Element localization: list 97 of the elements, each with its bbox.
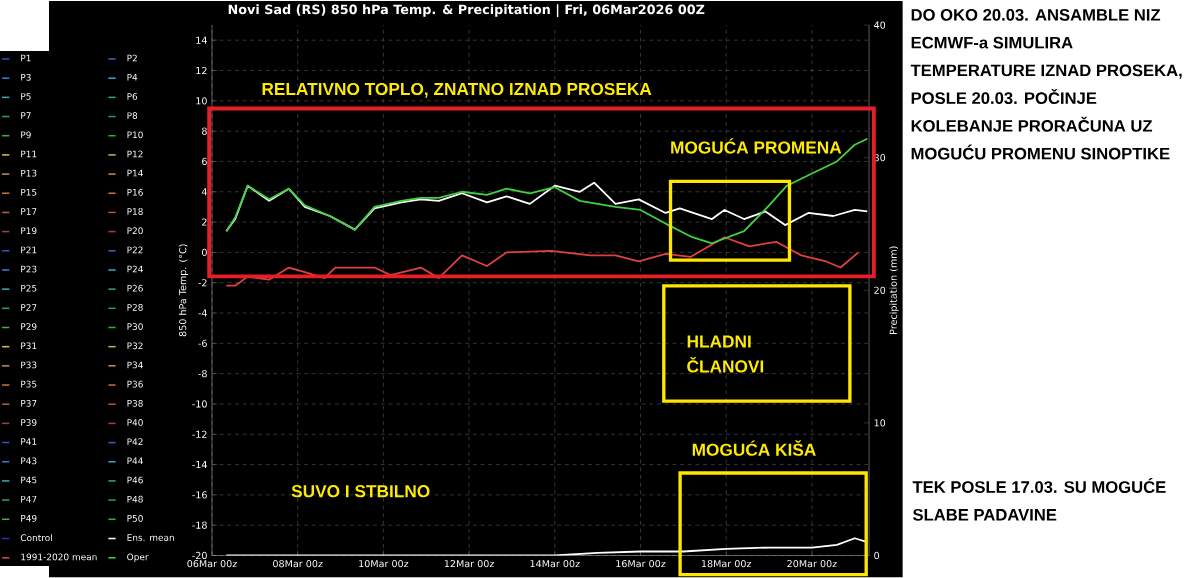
legend-label: P29 [21,323,37,331]
legend-label: P36 [127,380,143,388]
legend-label: P49 [21,515,37,522]
legend-label: P6 [127,93,138,101]
legend-label: P45 [21,476,37,484]
y2-tick-label: 10 [874,419,886,427]
legend-label: P39 [21,419,37,427]
legend-label: P2 [127,54,137,62]
x-tick-label: 08Mar 00z [273,560,323,568]
y-tick-label: -20 [192,552,207,560]
y-tick-label: 12 [196,67,207,75]
annotation: MOGUĆA KIŠA [692,440,816,457]
legend-label: P38 [127,400,143,407]
legend-label: Control [20,534,52,542]
y-tick-label: -8 [198,370,207,378]
legend-label: 1991-2020 mean [21,553,97,561]
legend-label: P14 [127,170,143,177]
legend-label: P27 [21,304,37,311]
x-tick-label: 12Mar 00z [444,560,494,568]
line-series [225,236,860,287]
x-tick-label: 20Mar 00z [787,560,837,568]
legend-label: P43 [21,457,37,465]
legend-label: P34 [127,361,143,369]
y-tick-label: 0 [202,248,207,257]
legend-label: P15 [21,189,37,196]
x-tick-label: 14Mar 00z [530,560,580,568]
legend-label: Ens. mean [127,534,174,542]
legend-label: P5 [21,93,31,100]
y-tick-label: -2 [198,279,207,287]
annotation: SUVO I STBILNO [291,485,430,498]
legend-label: P22 [127,246,143,254]
y-tick-label: 14 [196,36,207,44]
y-tick-label: -4 [198,309,207,317]
legend-label: P24 [127,265,143,273]
y2-axis-title: Precipitation (mm) [889,246,899,335]
line-series [225,181,869,233]
y-tick-label: 10 [196,97,207,105]
y-tick-label: 8 [202,127,207,135]
annotation: MOGUĆA PROMENA [671,138,842,154]
y-tick-label: -16 [192,491,207,499]
legend-label: P23 [21,265,37,273]
y2-tick-label: 40 [874,21,886,29]
y-tick-label: 2 [202,218,207,226]
legend-label: P30 [127,323,143,331]
legend-label: P50 [127,515,143,522]
legend-label: P48 [127,496,143,503]
annotation: RELATIVNO TOPLO, ZNATNO IZNAD PROSEKA [262,83,652,98]
y-tick-label: -6 [198,339,207,348]
line-series [225,138,869,245]
legend-label: P32 [127,342,143,350]
legend-label: P4 [127,74,138,81]
y-tick-label: -14 [192,461,207,469]
legend-label: P21 [21,246,37,254]
legend-label: P41 [21,438,37,446]
x-tick-label: 06Mar 00z [187,560,237,568]
text: TEK POSLE 17.03. SU MOGUĆE SLABE PADAVINE [912,478,1166,521]
legend-label: P19 [21,227,37,235]
legend-label: P26 [127,285,143,292]
legend-label: P31 [21,342,37,350]
legend-label: P25 [21,285,37,292]
legend-label: P47 [21,496,37,503]
legend-label: P1 [21,55,31,62]
legend-label: P20 [127,227,143,235]
legend-label: P28 [127,304,143,312]
legend-label: Oper [127,553,149,563]
y2-tick-label: 0 [874,552,880,560]
legend-label: P37 [21,400,37,407]
legend-label: P46 [127,476,143,484]
y-tick-label: 6 [202,158,207,166]
legend-label: P10 [127,131,143,139]
legend-label: P44 [127,457,143,465]
legend-label: P7 [21,112,31,120]
legend-label: P40 [127,419,143,427]
legend-label: P33 [21,361,37,369]
y-tick-label: -10 [192,400,207,408]
legend-label: P13 [21,170,37,177]
legend-label: P12 [127,150,143,158]
y-tick-label: 4 [201,188,207,196]
chart-title: Novi Sad (RS) 850 hPa Temp. & Precipitation | Fri, 06Mar2026 00Z [228,4,705,18]
y-tick-label: -18 [192,521,207,530]
legend-label: P42 [127,438,143,446]
legend-label: P17 [21,208,37,215]
y2-tick-label: 20 [874,286,886,295]
legend-label: P8 [127,112,138,120]
legend-label: P11 [21,150,37,158]
legend-label: P3 [21,74,31,81]
legend-label: P16 [127,189,143,196]
annotation: HLADNI ČLANOVI [687,335,764,373]
y-axis-title: 850 hPa Temp. (°C) [178,244,189,337]
x-tick-label: 16Mar 00z [616,560,666,568]
legend-label: P35 [21,380,37,388]
text: DO OKO 20.03. ANSAMBLE NIZ ECMWF-a SIMULIRA TEMPERATURE IZNAD PROSEKA, POSLE 20.03. POČINJE KOLEBANJE PRORAČUNA UZ MOGUĆU PROMENU SINOPTIKE [910,9,1182,160]
legend-label: P18 [127,208,143,216]
x-tick-label: 18Mar 00z [701,560,752,568]
legend-label: P9 [21,131,31,139]
y-tick-label: -12 [192,430,207,439]
x-tick-label: 10Mar 00z [359,560,409,568]
